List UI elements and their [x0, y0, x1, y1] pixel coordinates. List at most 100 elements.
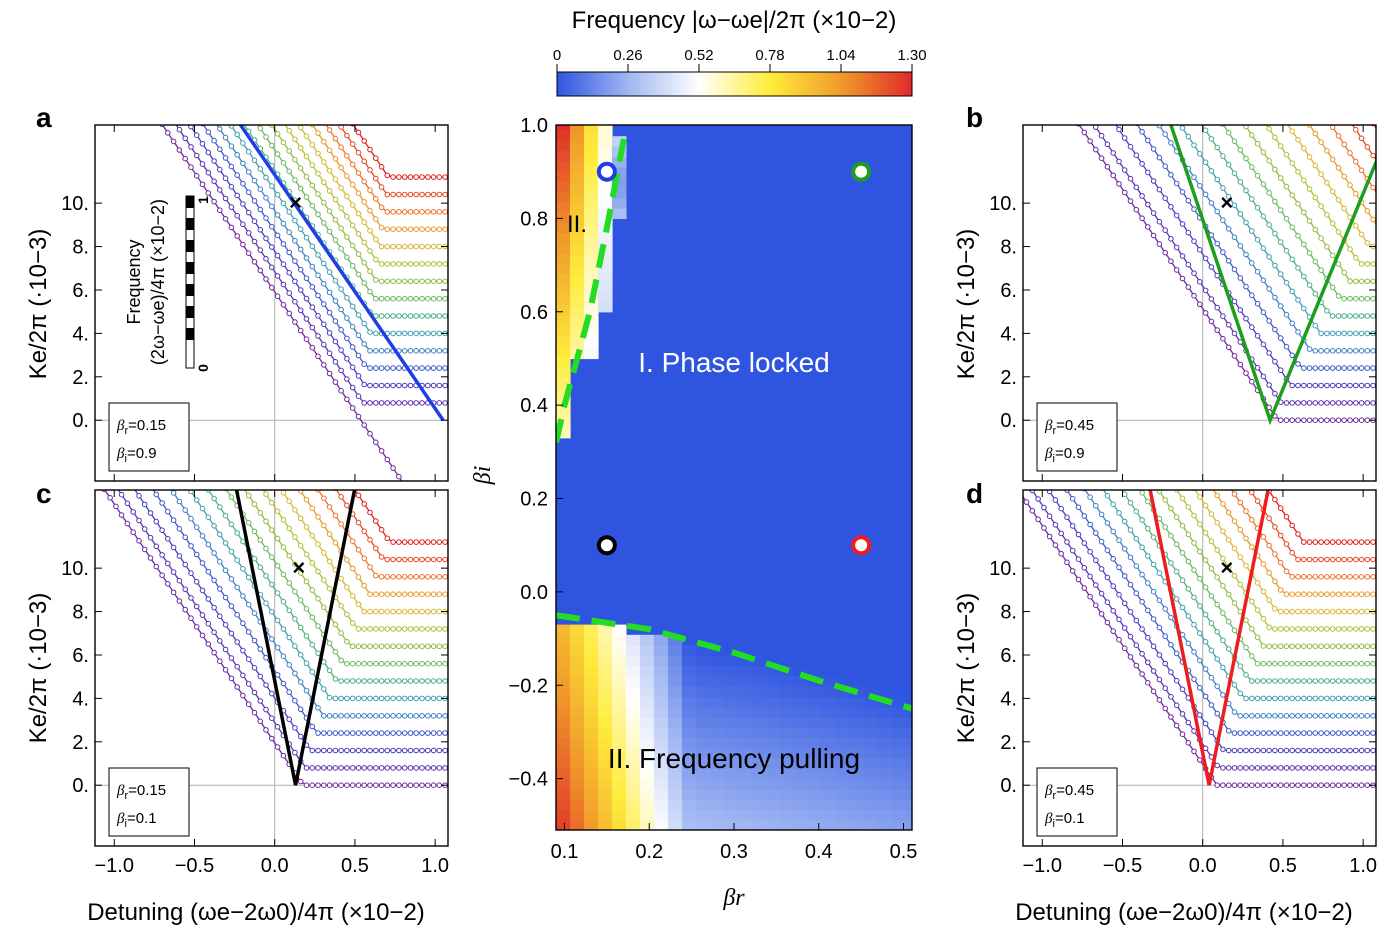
heatmap-cell [584, 634, 599, 646]
tuning-point [1150, 688, 1157, 695]
tuning-point [430, 574, 437, 580]
tuning-point [1318, 730, 1324, 736]
tuning-point [373, 277, 379, 283]
tuning-point [287, 390, 292, 395]
tuning-point [449, 557, 454, 562]
tuning-point [270, 42, 275, 47]
tuning-point [1202, 530, 1209, 536]
tuning-point [292, 643, 298, 649]
tuning-point [200, 20, 205, 25]
tuning-point [234, 584, 240, 591]
tuning-point [1358, 135, 1365, 142]
tuning-point [160, 81, 165, 86]
tuning-point [200, 288, 205, 293]
tuning-point [436, 191, 443, 198]
tuning-point [241, 485, 246, 490]
tuning-point [344, 234, 350, 240]
tuning-point [1277, 367, 1284, 374]
tuning-point [1260, 678, 1267, 684]
heatmap-cell [793, 778, 809, 790]
beta-legend [1036, 402, 1118, 472]
tuning-point [1197, 657, 1203, 664]
heatmap-cell [625, 809, 641, 821]
tuning-point [154, 53, 159, 58]
tuning-point [436, 782, 443, 789]
tuning-point [281, 463, 286, 468]
tuning-point [270, 21, 275, 26]
tuning-point [332, 156, 339, 162]
tuning-point [281, 409, 286, 414]
tuning-point [125, 340, 130, 345]
y-tick-label: 4. [1000, 323, 1017, 345]
tuning-point [1254, 713, 1261, 719]
tuning-point [367, 430, 373, 437]
tuning-point [338, 603, 344, 609]
tuning-point [430, 243, 437, 250]
tuning-point [344, 396, 350, 403]
heatmap-cell [570, 163, 585, 175]
heatmap-cell [556, 263, 571, 275]
tuning-point [449, 609, 454, 614]
tuning-point [1289, 288, 1295, 295]
tuning-point [194, 280, 199, 285]
tuning-point [1094, 367, 1099, 372]
heatmap-cell [835, 799, 851, 811]
tuning-point [338, 521, 344, 527]
tuning-point [1319, 76, 1324, 81]
tuning-point [257, 646, 264, 652]
tuning-point [1030, 354, 1035, 359]
tuning-point [132, 490, 134, 491]
heatmap-cell [863, 819, 879, 830]
tuning-point [1244, 60, 1249, 65]
tuning-point [384, 643, 391, 650]
tuning-point [442, 643, 448, 650]
tuning-point [1111, 87, 1116, 92]
heatmap-cell [905, 717, 912, 728]
tuning-point [1341, 747, 1347, 754]
tuning-point [449, 331, 454, 336]
tuning-point [270, 419, 275, 424]
tuning-point [274, 617, 281, 624]
tuning-point [1174, 53, 1179, 58]
tuning-point [177, 6, 182, 11]
tuning-point [229, 468, 234, 473]
tuning-point [287, 472, 292, 477]
heatmap-cell [877, 727, 893, 739]
tuning-point [1260, 730, 1267, 736]
tuning-point [373, 782, 379, 789]
tuning-point [1225, 782, 1232, 789]
tuning-point [1202, 191, 1209, 198]
heatmap-cell [639, 799, 655, 811]
tuning-curve [1212, 490, 1376, 595]
tuning-point [1347, 574, 1353, 580]
tuning-point [297, 778, 304, 785]
tuning-point [1162, 163, 1168, 169]
tuning-point [349, 593, 356, 599]
tuning-point [142, 76, 147, 81]
tuning-point [1179, 604, 1186, 611]
tuning-point [1301, 591, 1307, 598]
tuning-point [1013, 138, 1018, 143]
tuning-point [1150, 561, 1157, 568]
tuning-point [240, 692, 246, 699]
heatmap-cell [667, 747, 683, 759]
tuning-point [1313, 67, 1318, 72]
tuning-point [1087, 138, 1093, 144]
tuning-point [1173, 568, 1180, 575]
tuning-point [137, 357, 142, 362]
tuning-point [142, 475, 147, 480]
tuning-point [430, 730, 437, 736]
tuning-point [1318, 660, 1324, 667]
tuning-point [270, 1, 275, 6]
heatmap-cell [793, 717, 809, 728]
heatmap-cell [584, 768, 599, 780]
tuning-point [229, 2, 234, 7]
tuning-point [326, 713, 333, 719]
heatmap-cell [681, 799, 697, 811]
tuning-point [390, 261, 396, 267]
tuning-point [304, 73, 309, 78]
tuning-point [1254, 333, 1261, 339]
x-tick-label: 0.0 [1189, 855, 1217, 877]
